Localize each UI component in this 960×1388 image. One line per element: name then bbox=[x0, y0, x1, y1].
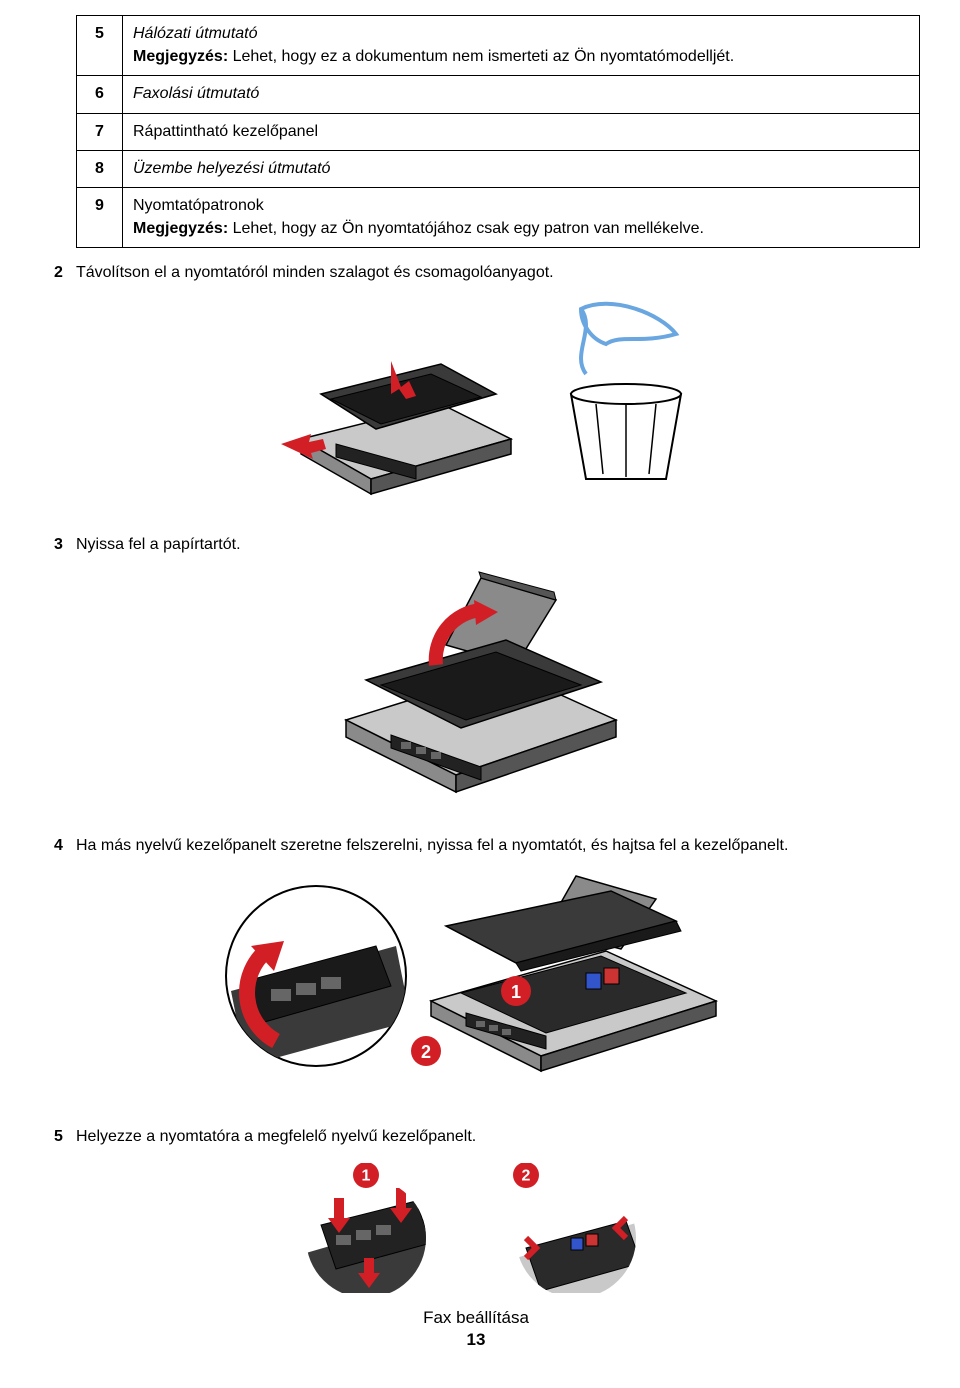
note-rest: Lehet, hogy ez a dokumentum nem ismertet… bbox=[228, 48, 734, 65]
row-text: Üzembe helyezési útmutató bbox=[133, 160, 330, 177]
step-num: 2 bbox=[54, 262, 76, 284]
step-text: Ha más nyelvű kezelőpanelt szeretne fels… bbox=[76, 835, 898, 857]
row-text: Nyomtatópatronok bbox=[133, 197, 264, 214]
note-bold: Megjegyzés: bbox=[133, 48, 228, 65]
illustration-place-panel: 1 2 bbox=[54, 1163, 898, 1298]
closeup-left-icon bbox=[306, 1188, 441, 1293]
row-cell: Nyomtatópatronok Megjegyzés: Lehet, hogy… bbox=[123, 187, 920, 247]
closeup-icon bbox=[226, 886, 411, 1066]
table-row: 7 Rápattintható kezelőpanel bbox=[77, 113, 920, 150]
printer-open-icon bbox=[431, 876, 716, 1071]
table-row: 6 Faxolási útmutató bbox=[77, 76, 920, 113]
table-row: 8 Üzembe helyezési útmutató bbox=[77, 150, 920, 187]
row-num: 5 bbox=[77, 16, 123, 76]
row-text: Faxolási útmutató bbox=[133, 85, 259, 102]
step-text: Távolítson el a nyomtatóról minden szala… bbox=[76, 262, 898, 284]
illustration-remove-tape bbox=[54, 299, 898, 504]
page-content: 5 Hálózati útmutató Megjegyzés: Lehet, h… bbox=[0, 0, 960, 1370]
row-num: 9 bbox=[77, 187, 123, 247]
badge-1: 1 bbox=[362, 1167, 371, 1184]
trash-bin-icon bbox=[571, 384, 681, 479]
row-cell: Faxolási útmutató bbox=[123, 76, 920, 113]
note-rest: Lehet, hogy az Ön nyomtatójához csak egy… bbox=[228, 220, 704, 237]
step-5: 5 Helyezze a nyomtatóra a megfelelő nyel… bbox=[54, 1126, 898, 1148]
table-row: 5 Hálózati útmutató Megjegyzés: Lehet, h… bbox=[77, 16, 920, 76]
row-num: 7 bbox=[77, 113, 123, 150]
step-num: 5 bbox=[54, 1126, 76, 1148]
printer-icon bbox=[346, 572, 616, 792]
step-2: 2 Távolítson el a nyomtatóról minden sza… bbox=[54, 262, 898, 284]
closeup-right-icon bbox=[516, 1218, 651, 1293]
row-cell: Rápattintható kezelőpanel bbox=[123, 113, 920, 150]
illustration-lift-panel: 1 2 bbox=[54, 871, 898, 1096]
row-num: 8 bbox=[77, 150, 123, 187]
step-text: Nyissa fel a papírtartót. bbox=[76, 534, 898, 556]
row-cell: Üzembe helyezési útmutató bbox=[123, 150, 920, 187]
row-cell: Hálózati útmutató Megjegyzés: Lehet, hog… bbox=[123, 16, 920, 76]
step-num: 3 bbox=[54, 534, 76, 556]
parts-table: 5 Hálózati útmutató Megjegyzés: Lehet, h… bbox=[76, 15, 920, 248]
step-num: 4 bbox=[54, 835, 76, 857]
table-row: 9 Nyomtatópatronok Megjegyzés: Lehet, ho… bbox=[77, 187, 920, 247]
row-text: Rápattintható kezelőpanel bbox=[133, 123, 318, 140]
badge-2: 2 bbox=[421, 1042, 431, 1062]
row-text: Hálózati útmutató bbox=[133, 25, 258, 42]
note-bold: Megjegyzés: bbox=[133, 220, 228, 237]
footer-page: 13 bbox=[54, 1330, 898, 1350]
row-num: 6 bbox=[77, 76, 123, 113]
footer-title: Fax beállítása bbox=[54, 1308, 898, 1328]
step-text: Helyezze a nyomtatóra a megfelelő nyelvű… bbox=[76, 1126, 898, 1148]
printer-icon bbox=[281, 361, 511, 494]
badge-2: 2 bbox=[522, 1167, 531, 1184]
badge-1: 1 bbox=[511, 982, 521, 1002]
step-3: 3 Nyissa fel a papírtartót. bbox=[54, 534, 898, 556]
step-4: 4 Ha más nyelvű kezelőpanelt szeretne fe… bbox=[54, 835, 898, 857]
illustration-open-tray bbox=[54, 570, 898, 805]
